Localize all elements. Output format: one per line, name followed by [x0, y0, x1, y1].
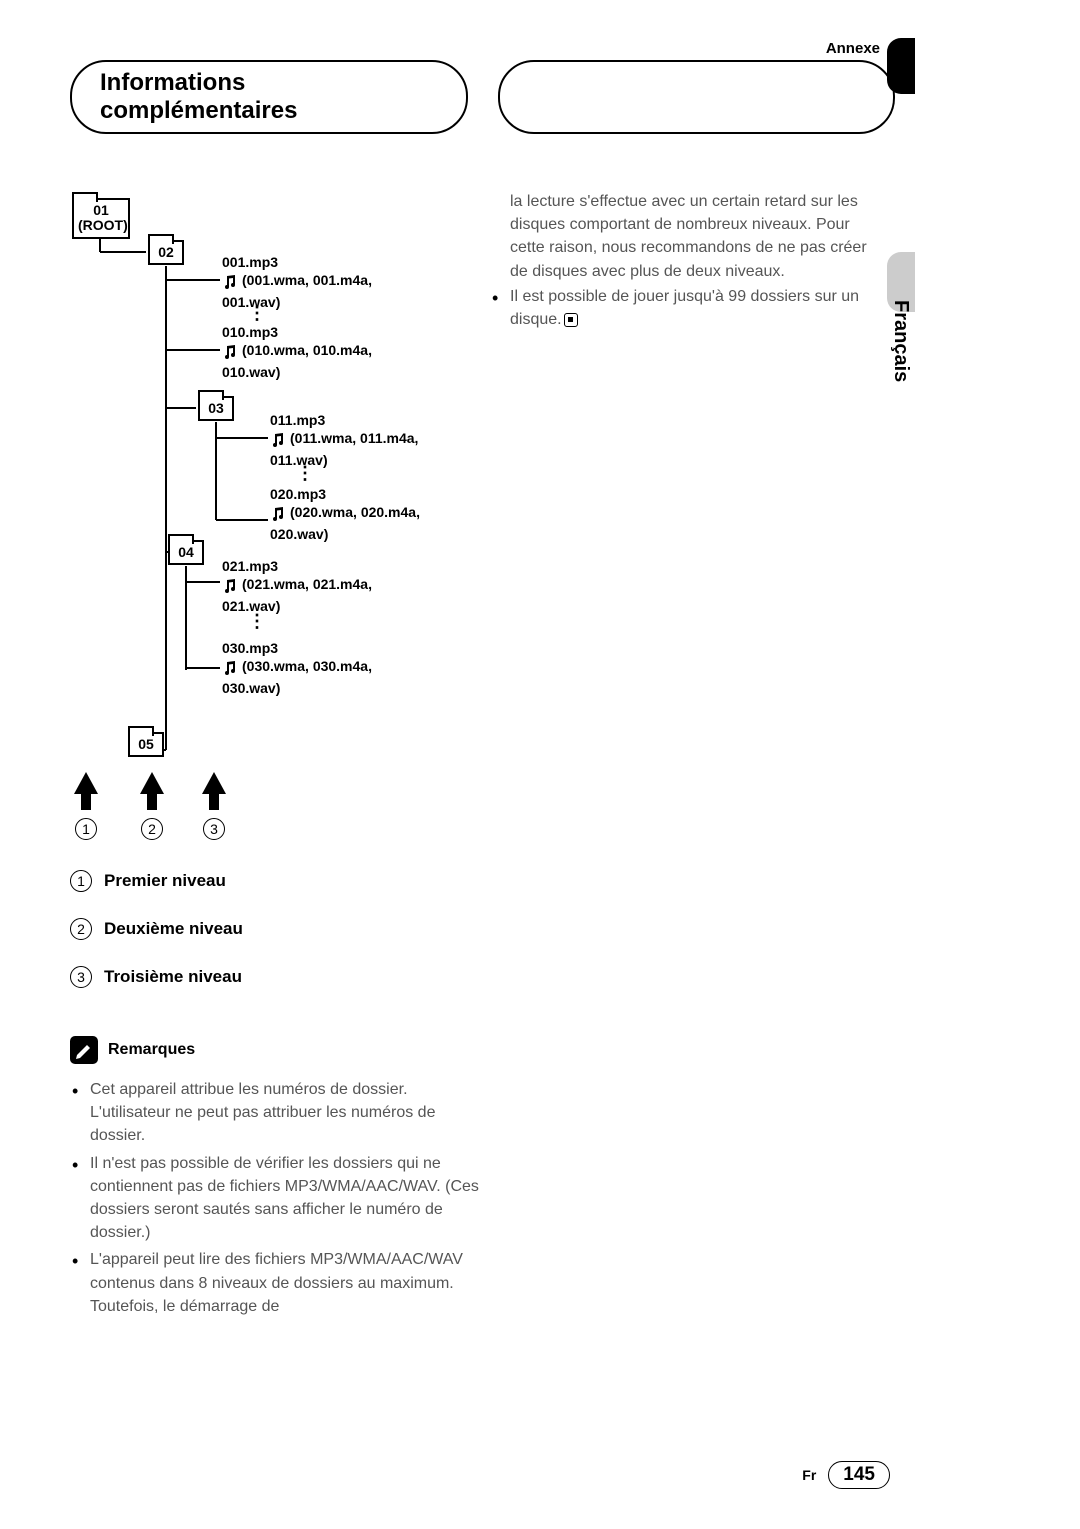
- footer-lang-label: Fr: [802, 1467, 816, 1483]
- arrow-stem: [209, 792, 219, 810]
- legend-label-3: Troisième niveau: [104, 967, 242, 987]
- header-row: Informations complémentaires: [70, 60, 895, 134]
- legend-label-1: Premier niveau: [104, 871, 226, 891]
- arrow-up-icon: [140, 772, 164, 794]
- page-number: 145: [828, 1461, 890, 1489]
- legend-label-2: Deuxième niveau: [104, 919, 243, 939]
- folder-05: 05: [128, 732, 164, 757]
- continuation-text: la lecture s'effectue avec un certain re…: [490, 190, 880, 283]
- folder-02: 02: [148, 240, 184, 265]
- music-note-icon: [270, 506, 286, 527]
- file-group-021: 021.mp3 (021.wma, 021.m4a, 021.wav): [222, 558, 372, 616]
- header-empty-box: [498, 60, 896, 134]
- pointer-2: 2: [141, 818, 163, 840]
- legend-block: 1 Premier niveau 2 Deuxième niveau 3 Tro…: [70, 870, 243, 1014]
- folder-root: 01 (ROOT): [72, 198, 130, 239]
- music-note-icon: [270, 432, 286, 453]
- file-group-001: 001.mp3 (001.wma, 001.m4a, 001.wav): [222, 254, 372, 312]
- file-group-010: 010.mp3 (010.wma, 010.m4a, 010.wav): [222, 324, 372, 382]
- legend-row-2: 2 Deuxième niveau: [70, 918, 243, 940]
- music-note-icon: [222, 274, 238, 295]
- header-title-box: Informations complémentaires: [70, 60, 468, 134]
- side-language-label: Français: [889, 300, 912, 382]
- end-marker-icon: [564, 313, 578, 327]
- music-note-icon: [222, 578, 238, 599]
- vertical-dots: ⋮: [248, 616, 266, 627]
- vertical-dots: ⋮: [248, 308, 266, 319]
- arrow-stem: [147, 792, 157, 810]
- arrow-stem: [81, 792, 91, 810]
- remarks-item: L'appareil peut lire des fichiers MP3/WM…: [70, 1248, 490, 1318]
- remarks-block: Remarques Cet appareil attribue les numé…: [70, 1036, 490, 1322]
- page-title: Informations complémentaires: [100, 69, 297, 124]
- legend-row-1: 1 Premier niveau: [70, 870, 243, 892]
- right-column: la lecture s'effectue avec un certain re…: [490, 190, 880, 331]
- music-note-icon: [222, 344, 238, 365]
- pencil-icon: [70, 1036, 98, 1064]
- folder-tree-diagram: 01 (ROOT) 02 03 04 05 001.mp3 (001.wma, …: [70, 190, 470, 850]
- remarks-item: Il n'est pas possible de vérifier les do…: [70, 1152, 490, 1245]
- pointer-1: 1: [75, 818, 97, 840]
- annexe-label: Annexe: [826, 40, 880, 57]
- remarks-list: Cet appareil attribue les numéros de dos…: [70, 1078, 490, 1318]
- title-line-2: complémentaires: [100, 97, 297, 124]
- arrow-up-icon: [74, 772, 98, 794]
- arrow-up-icon: [202, 772, 226, 794]
- legend-num-2: 2: [70, 918, 92, 940]
- legend-num-3: 3: [70, 966, 92, 988]
- footer: Fr 145: [802, 1461, 890, 1489]
- file-group-020: 020.mp3 (020.wma, 020.m4a, 020.wav): [270, 486, 420, 544]
- folder-04: 04: [168, 540, 204, 565]
- remarks-item: Cet appareil attribue les numéros de dos…: [70, 1078, 490, 1148]
- right-bullet-item: Il est possible de jouer jusqu'à 99 doss…: [490, 285, 880, 331]
- remarks-title: Remarques: [108, 1041, 195, 1059]
- title-line-1: Informations: [100, 69, 245, 96]
- remarks-header: Remarques: [70, 1036, 490, 1064]
- file-group-030: 030.mp3 (030.wma, 030.m4a, 030.wav): [222, 640, 372, 698]
- vertical-dots: ⋮: [296, 468, 314, 479]
- folder-03: 03: [198, 396, 234, 421]
- pointer-3: 3: [203, 818, 225, 840]
- music-note-icon: [222, 660, 238, 681]
- file-group-011: 011.mp3 (011.wma, 011.m4a, 011.wav): [270, 412, 418, 470]
- legend-num-1: 1: [70, 870, 92, 892]
- legend-row-3: 3 Troisième niveau: [70, 966, 243, 988]
